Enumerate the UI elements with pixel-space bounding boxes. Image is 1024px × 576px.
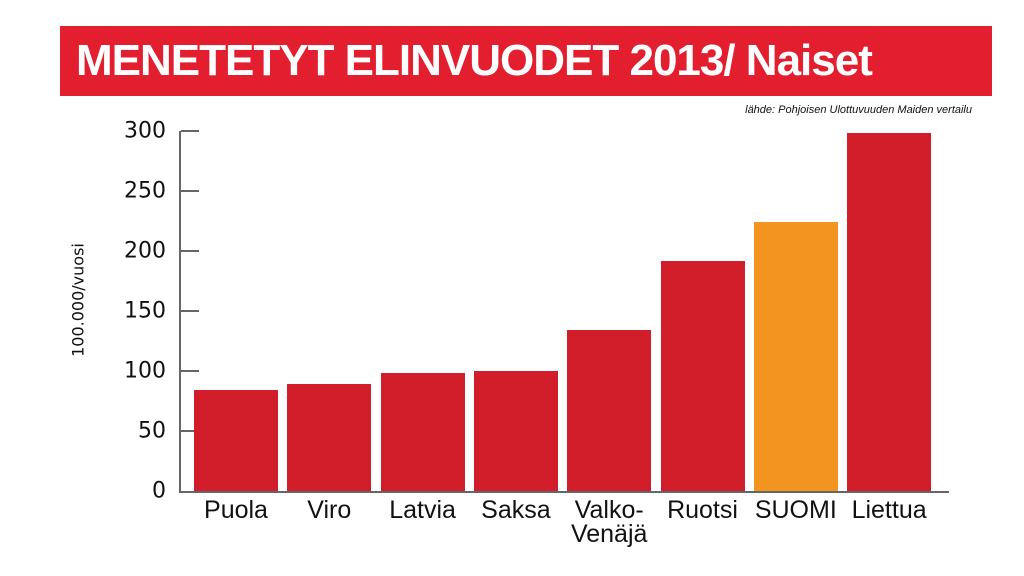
- x-tick-label: Saksa: [481, 496, 551, 524]
- y-axis: [179, 131, 181, 492]
- y-tick-label: 0: [152, 478, 166, 504]
- bar-valko-venäjä: [567, 330, 652, 491]
- y-tick-label: 100: [124, 358, 166, 384]
- y-tick-label: 200: [124, 238, 166, 264]
- y-tick: [181, 430, 199, 432]
- y-tick-label: 300: [124, 118, 166, 144]
- bar-liettua: [847, 133, 932, 491]
- x-tick-label: Viro: [307, 496, 352, 524]
- x-tick-label: Liettua: [851, 496, 927, 524]
- x-tick-label: Ruotsi: [667, 496, 738, 524]
- y-tick-label: 250: [124, 178, 166, 204]
- bar-saksa: [473, 371, 558, 491]
- y-tick: [181, 370, 199, 372]
- y-tick: [181, 250, 199, 252]
- bar-viro: [287, 384, 372, 491]
- y-tick: [181, 130, 199, 132]
- x-tick-label: Valko- Venäjä: [570, 496, 648, 548]
- bar-latvia: [380, 373, 465, 491]
- x-tick-label: Puola: [204, 496, 268, 524]
- source-note: lähde: Pohjoisen Ulottuvuuden Maiden ver…: [745, 104, 972, 116]
- y-tick: [181, 190, 199, 192]
- x-tick-label: Latvia: [389, 496, 456, 524]
- y-tick-label: 50: [138, 418, 166, 444]
- x-axis: [179, 491, 949, 493]
- bar-suomi: [753, 222, 838, 491]
- y-tick-label: 150: [124, 298, 166, 324]
- x-tick-label: SUOMI: [754, 496, 837, 524]
- bar-puola: [194, 390, 278, 491]
- chart-title: MENETETYT ELINVUODET 2013/ Naiset: [76, 36, 873, 85]
- title-banner: MENETETYT ELINVUODET 2013/ Naiset: [60, 26, 992, 96]
- bar-ruotsi: [660, 260, 745, 491]
- y-tick: [181, 310, 199, 312]
- y-axis-label: 100.000/vuosi: [68, 243, 88, 357]
